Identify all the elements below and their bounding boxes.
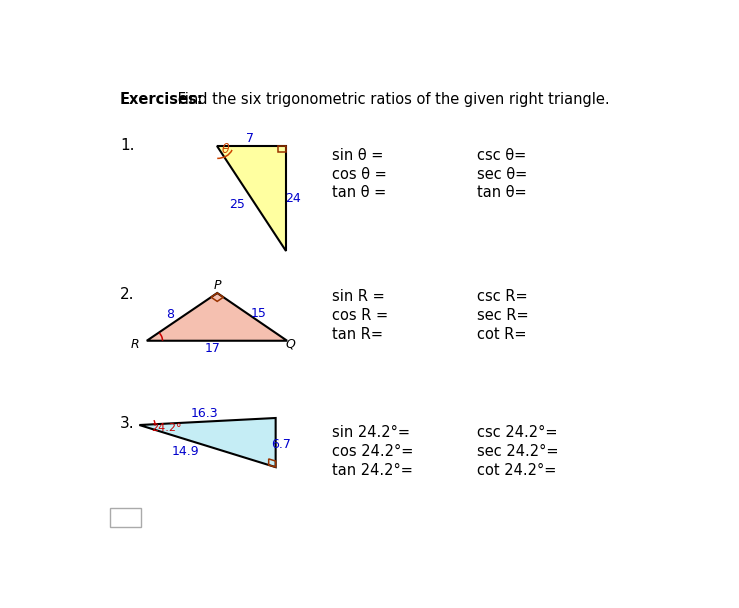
Text: Find the six trigonometric ratios of the given right triangle.: Find the six trigonometric ratios of the…	[173, 92, 610, 106]
Text: csc 24.2°=: csc 24.2°=	[477, 426, 558, 440]
Text: 24: 24	[285, 192, 301, 205]
Text: tan R=: tan R=	[332, 326, 383, 342]
Text: 15: 15	[251, 306, 266, 320]
Text: 24.2°: 24.2°	[151, 423, 181, 433]
Text: 2.: 2.	[120, 287, 134, 302]
Text: sec R=: sec R=	[477, 308, 529, 323]
Text: θ: θ	[222, 143, 230, 156]
Polygon shape	[147, 293, 287, 340]
Text: sec θ=: sec θ=	[477, 167, 528, 182]
Text: sin θ =: sin θ =	[332, 148, 383, 163]
Text: sin R =: sin R =	[332, 289, 384, 304]
Text: sec 24.2°=: sec 24.2°=	[477, 444, 559, 459]
Text: 16.3: 16.3	[191, 407, 219, 420]
Text: tan θ =: tan θ =	[332, 185, 386, 200]
Text: P: P	[214, 278, 221, 292]
Polygon shape	[140, 418, 276, 467]
Text: 3.: 3.	[120, 416, 134, 430]
Polygon shape	[217, 145, 286, 251]
Text: Exercises:: Exercises:	[120, 92, 203, 106]
Text: cos 24.2°=: cos 24.2°=	[332, 444, 413, 459]
Text: cos θ =: cos θ =	[332, 167, 386, 182]
Text: sin 24.2°=: sin 24.2°=	[332, 426, 409, 440]
Text: cot 24.2°=: cot 24.2°=	[477, 463, 556, 478]
Text: Q: Q	[285, 338, 296, 351]
Text: csc θ=: csc θ=	[477, 148, 526, 163]
Text: 17: 17	[205, 342, 220, 354]
Text: cos R =: cos R =	[332, 308, 388, 323]
Text: 6.7: 6.7	[271, 438, 291, 451]
Text: tan 24.2°=: tan 24.2°=	[332, 463, 412, 478]
Text: R: R	[131, 338, 140, 351]
Text: 8: 8	[166, 308, 174, 322]
Text: cot R=: cot R=	[477, 326, 527, 342]
Text: 25: 25	[229, 198, 245, 210]
Text: 7: 7	[246, 132, 254, 145]
Text: tan θ=: tan θ=	[477, 185, 527, 200]
Text: 1.: 1.	[120, 137, 134, 153]
Text: 14.9: 14.9	[172, 444, 200, 458]
Text: csc R=: csc R=	[477, 289, 528, 304]
